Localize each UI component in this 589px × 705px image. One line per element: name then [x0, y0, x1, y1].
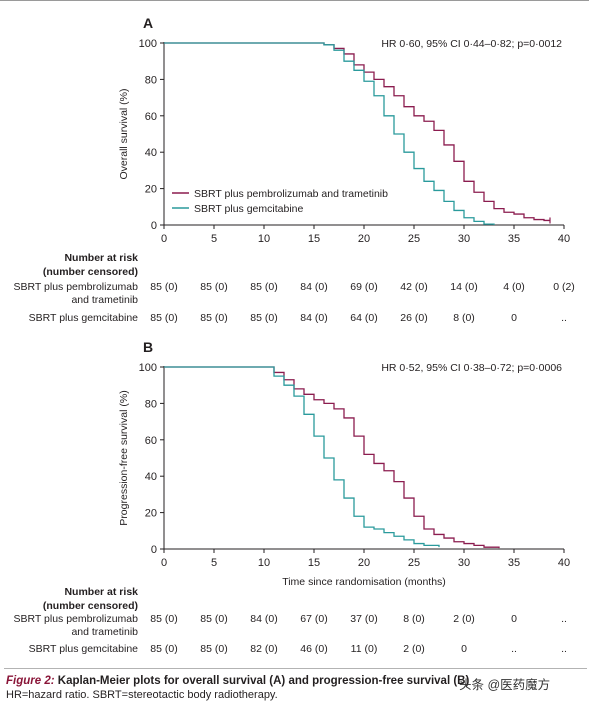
- panel-a-x-tick-label: 35: [508, 233, 520, 245]
- panel-a-y-axis-label: Overall survival (%): [118, 88, 130, 179]
- panel-b-x-tick-label: 20: [358, 557, 370, 569]
- panel-b-risk-value: ..: [511, 643, 517, 655]
- panel-b-risk-value: 46 (0): [300, 643, 327, 655]
- watermark-text: 头条 @医药魔方: [459, 678, 551, 692]
- panel-b-risk-value: 67 (0): [300, 613, 327, 625]
- panel-b-risk-value: 2 (0): [453, 613, 475, 625]
- panel-b-risk-row-label: and trametinib: [71, 626, 138, 638]
- panel-a-risk-value: 14 (0): [450, 281, 477, 293]
- panel-b-x-tick-label: 0: [161, 557, 167, 569]
- panel-b-risk-row-label: SBRT plus gemcitabine: [29, 643, 138, 655]
- panel-a-risk-value: 85 (0): [200, 312, 227, 324]
- panel-b-hazard-ratio-text: HR 0·52, 95% CI 0·38–0·72; p=0·0006: [381, 362, 562, 374]
- panel-a-y-tick-label: 0: [151, 220, 157, 232]
- panel-b-risk-value: ..: [561, 643, 567, 655]
- panel-a-risk-value: 85 (0): [250, 312, 277, 324]
- panel-b-risk-value: 8 (0): [403, 613, 425, 625]
- top-rule: [0, 0, 589, 1]
- panel-b-risk-value: 85 (0): [200, 643, 227, 655]
- panel-a-risk-value: 4 (0): [503, 281, 525, 293]
- panel-a-legend-label: SBRT plus pembrolizumab and trametinib: [194, 188, 388, 200]
- panel-a-hazard-ratio-text: HR 0·60, 95% CI 0·44–0·82; p=0·0012: [381, 38, 562, 50]
- panel-a-risk-value: 85 (0): [200, 281, 227, 293]
- figure-footnote: HR=hazard ratio. SBRT=stereotactic body …: [6, 689, 278, 701]
- panel-b-series-gemcitabine-line: [164, 366, 440, 548]
- panel-b-y-tick-label: 40: [145, 471, 157, 483]
- panel-b-y-tick-label: 20: [145, 508, 157, 520]
- panel-a-risk-value: 0: [511, 312, 517, 324]
- panel-b-x-tick-label: 5: [211, 557, 217, 569]
- panel-b-risk-table-title: Number at risk: [64, 586, 138, 598]
- caption-divider: [4, 668, 587, 669]
- panel-a-series-pembrolizumab-trametinib-line: [164, 42, 550, 222]
- panel-b-y-tick-label: 80: [145, 398, 157, 410]
- panel-b-risk-value: 0: [461, 643, 467, 655]
- panel-a-x-tick-label: 5: [211, 233, 217, 245]
- panel-b-risk-value: 85 (0): [150, 613, 177, 625]
- panel-b-x-tick-label: 10: [258, 557, 270, 569]
- panel-a-y-tick-label: 100: [139, 38, 157, 50]
- panel-a-x-tick-label: 40: [558, 233, 570, 245]
- panel-a-y-tick-label: 20: [145, 184, 157, 196]
- panel-a-risk-row-label: SBRT plus pembrolizumab: [13, 281, 138, 293]
- figure-title: Kaplan-Meier plots for overall survival …: [54, 675, 470, 687]
- panel-b-risk-table-title: (number censored): [43, 600, 138, 612]
- panel-a-risk-table-title: Number at risk: [64, 252, 138, 264]
- panel-b-x-tick-label: 35: [508, 557, 520, 569]
- panel-a-x-tick-label: 15: [308, 233, 320, 245]
- panel-a-risk-value: 84 (0): [300, 312, 327, 324]
- figure-caption: Figure 2: Kaplan-Meier plots for overall…: [6, 673, 586, 690]
- panel-a-y-tick-label: 40: [145, 147, 157, 159]
- panel-b-risk-value: 84 (0): [250, 613, 277, 625]
- panel-a-x-tick-label: 20: [358, 233, 370, 245]
- panel-b-risk-value: 37 (0): [350, 613, 377, 625]
- panel-a-risk-value: 42 (0): [400, 281, 427, 293]
- panel-b-y-axis-label: Progression-free survival (%): [118, 390, 130, 525]
- panel-a-risk-value: ..: [561, 312, 567, 324]
- panel-a-risk-row-label: and trametinib: [71, 294, 138, 306]
- panel-a-risk-value: 84 (0): [300, 281, 327, 293]
- panel-b-x-tick-label: 15: [308, 557, 320, 569]
- panel-a-risk-value: 64 (0): [350, 312, 377, 324]
- panel-b-letter: B: [143, 339, 153, 355]
- panel-a-risk-table-title: (number censored): [43, 266, 138, 278]
- panel-a-risk-value: 8 (0): [453, 312, 475, 324]
- panel-b-risk-value: 11 (0): [351, 643, 378, 655]
- panel-b-risk-value: 85 (0): [150, 643, 177, 655]
- panel-b-y-tick-label: 100: [139, 362, 157, 374]
- panel-a-y-tick-label: 60: [145, 111, 157, 123]
- panel-b-risk-row-label: SBRT plus pembrolizumab: [13, 613, 138, 625]
- panel-a-legend-label: SBRT plus gemcitabine: [194, 203, 303, 215]
- panel-b-x-tick-label: 30: [458, 557, 470, 569]
- panel-a-risk-value: 85 (0): [150, 312, 177, 324]
- panel-a-risk-value: 85 (0): [250, 281, 277, 293]
- panel-b-risk-value: 82 (0): [250, 643, 277, 655]
- panel-a-risk-value: 0 (2): [553, 281, 575, 293]
- panel-a-x-tick-label: 10: [258, 233, 270, 245]
- panel-a-risk-row-label: SBRT plus gemcitabine: [29, 312, 138, 324]
- panel-a-series-gemcitabine-line: [164, 42, 495, 225]
- panel-b-risk-value: 2 (0): [403, 643, 425, 655]
- panel-b-x-tick-label: 25: [408, 557, 420, 569]
- panel-a-x-tick-label: 25: [408, 233, 420, 245]
- panel-b-x-tick-label: 40: [558, 557, 570, 569]
- panel-a-x-tick-label: 0: [161, 233, 167, 245]
- panel-a-risk-value: 69 (0): [350, 281, 377, 293]
- panel-a-x-tick-label: 30: [458, 233, 470, 245]
- panel-b-risk-value: 0: [511, 613, 517, 625]
- panel-b-series-pembrolizumab-trametinib-line: [164, 366, 500, 549]
- panel-a-y-tick-label: 80: [145, 74, 157, 86]
- panel-b-y-tick-label: 60: [145, 435, 157, 447]
- panel-a-risk-value: 26 (0): [400, 312, 427, 324]
- panel-b-x-axis-label: Time since randomisation (months): [282, 576, 446, 588]
- panel-b-risk-value: 85 (0): [200, 613, 227, 625]
- panel-b-risk-value: ..: [561, 613, 567, 625]
- figure-label: Figure 2:: [6, 675, 55, 687]
- panel-b-y-tick-label: 0: [151, 544, 157, 556]
- panel-a-risk-value: 85 (0): [150, 281, 177, 293]
- panel-a-letter: A: [143, 15, 153, 31]
